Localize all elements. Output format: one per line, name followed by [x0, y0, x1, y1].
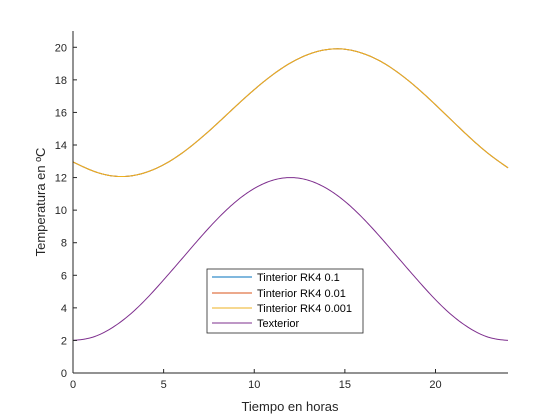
series-layer: [72, 48, 509, 341]
x-tick-label: 10: [248, 379, 260, 391]
x-tick-label: 5: [161, 379, 167, 391]
series-line-tinterior-rk4-0-001: [72, 48, 509, 178]
legend-label-tinterior-rk4-0-1: Tinterior RK4 0.1: [257, 272, 340, 284]
y-tick-label: 0: [61, 368, 67, 380]
y-tick-label: 12: [55, 173, 67, 185]
legend-label-tinterior-rk4-0-01: Tinterior RK4 0.01: [257, 288, 346, 300]
y-tick-label: 14: [55, 140, 67, 152]
x-tick-label: 15: [339, 379, 351, 391]
y-tick-label: 8: [61, 238, 67, 250]
legend-label-texterior: Texterior: [257, 318, 300, 330]
series-line-texterior: [72, 177, 509, 341]
y-tick-label: 4: [61, 303, 67, 315]
x-tick-label: 0: [70, 379, 76, 391]
y-tick-label: 18: [55, 75, 67, 87]
y-axis-label: Temperatura en ºC: [33, 148, 48, 257]
legend-label-tinterior-rk4-0-001: Tinterior RK4 0.001: [257, 303, 352, 315]
y-tick-label: 16: [55, 107, 67, 119]
x-axis-label: Tiempo en horas: [241, 399, 339, 414]
legend: Tinterior RK4 0.1 Tinterior RK4 0.01 Tin…: [206, 268, 364, 334]
y-tick-label: 2: [61, 335, 67, 347]
ticks-layer: 0 5 10 15 20 0 2 4 6 8 10 12 14 16 18 20: [55, 42, 442, 391]
y-tick-label: 20: [55, 42, 67, 54]
y-tick-label: 10: [55, 205, 67, 217]
x-tick-label: 20: [429, 379, 441, 391]
y-tick-label: 6: [61, 270, 67, 282]
legend-box: [206, 268, 364, 334]
